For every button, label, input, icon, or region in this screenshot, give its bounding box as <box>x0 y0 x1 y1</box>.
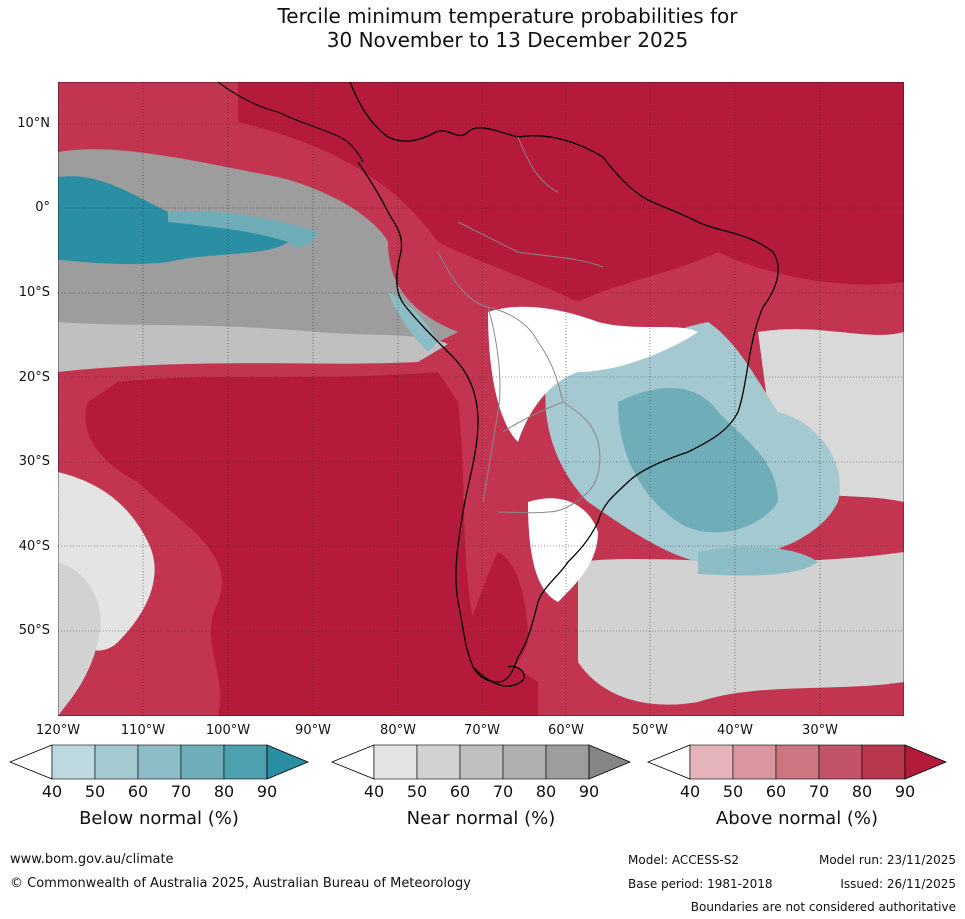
near-tick-80: 80 <box>535 782 557 801</box>
lat-label-0: 0° <box>35 200 50 215</box>
above-tick-90: 90 <box>894 782 916 801</box>
lon-label-110w: 110°W <box>120 723 166 738</box>
near-normal-southwest <box>58 562 101 716</box>
above-max-triangle <box>904 744 948 780</box>
title-line-2: 30 November to 13 December 2025 <box>326 28 689 52</box>
below-normal-atlantic-band <box>698 546 818 576</box>
base-period: Base period: 1981-2018 <box>628 877 773 891</box>
lon-label-50w: 50°W <box>632 723 668 738</box>
copyright-text: © Commonwealth of Australia 2025, Austra… <box>10 876 471 891</box>
below-tick-50: 50 <box>84 782 106 801</box>
above-min-triangle <box>646 744 691 780</box>
below-swatch-1 <box>51 744 96 780</box>
colorbar-below-normal <box>8 744 310 780</box>
below-swatch-2 <box>94 744 139 780</box>
below-max-triangle <box>266 744 310 780</box>
below-tick-40: 40 <box>41 782 63 801</box>
near-tick-40: 40 <box>363 782 385 801</box>
lat-label-10n: 10°N <box>17 116 50 131</box>
below-swatch-3 <box>137 744 182 780</box>
central-america-coastline <box>217 82 364 163</box>
lon-label-30w: 30°W <box>802 723 838 738</box>
colorbar-above-normal <box>646 744 948 780</box>
issued-date: Issued: 26/11/2025 <box>840 877 956 891</box>
below-tick-80: 80 <box>213 782 235 801</box>
lat-label-10s: 10°S <box>18 285 50 300</box>
above-tick-80: 80 <box>851 782 873 801</box>
near-swatch-3 <box>459 744 504 780</box>
near-swatch-2 <box>416 744 461 780</box>
colorbar-near-normal <box>330 744 632 780</box>
below-normal-peru <box>388 292 438 352</box>
below-swatch-5 <box>223 744 268 780</box>
near-normal-south-atlantic <box>578 552 904 705</box>
below-min-triangle <box>8 744 53 780</box>
above-tick-70: 70 <box>808 782 830 801</box>
near-swatch-5 <box>545 744 590 780</box>
above-swatch-4 <box>818 744 863 780</box>
above-tick-40: 40 <box>679 782 701 801</box>
near-swatch-1 <box>373 744 418 780</box>
near-normal-pacific-light <box>58 322 448 372</box>
below-tick-70: 70 <box>170 782 192 801</box>
below-tick-60: 60 <box>127 782 149 801</box>
above-swatch-5 <box>861 744 906 780</box>
above-normal-north-core <box>238 82 904 302</box>
no-signal-plata <box>528 498 598 602</box>
lon-label-70w: 70°W <box>464 723 500 738</box>
below-normal-pacific-edge <box>168 211 318 248</box>
lon-label-120w: 120°W <box>35 723 81 738</box>
near-tick-50: 50 <box>406 782 428 801</box>
lon-label-60w: 60°W <box>548 723 584 738</box>
tierra-del-fuego <box>472 665 525 687</box>
probability-map <box>58 82 904 716</box>
near-tick-70: 70 <box>492 782 514 801</box>
lat-label-20s: 20°S <box>18 370 50 385</box>
below-swatch-4 <box>180 744 225 780</box>
no-signal-central <box>488 306 698 442</box>
model-name: Model: ACCESS-S2 <box>628 853 740 867</box>
below-normal-brazil-core <box>618 388 778 533</box>
near-normal-title: Near normal (%) <box>406 808 556 829</box>
near-swatch-4 <box>502 744 547 780</box>
above-normal-patagonia <box>463 552 528 682</box>
map-title: Tercile minimum temperature probabilitie… <box>0 4 965 52</box>
lat-label-50s: 50°S <box>18 623 50 638</box>
model-run-date: Model run: 23/11/2025 <box>818 853 956 867</box>
near-tick-60: 60 <box>449 782 471 801</box>
near-tick-90: 90 <box>578 782 600 801</box>
above-tick-50: 50 <box>722 782 744 801</box>
above-normal-pacific-core <box>85 372 538 716</box>
boundaries-disclaimer: Boundaries are not considered authoritat… <box>690 900 956 914</box>
above-swatch-2 <box>732 744 777 780</box>
lat-label-30s: 30°S <box>18 454 50 469</box>
country-borders <box>437 136 604 514</box>
lat-label-40s: 40°S <box>18 539 50 554</box>
near-max-triangle <box>588 744 632 780</box>
above-swatch-1 <box>689 744 734 780</box>
lon-label-90w: 90°W <box>295 723 331 738</box>
above-tick-60: 60 <box>765 782 787 801</box>
lon-label-80w: 80°W <box>380 723 416 738</box>
below-normal-title: Below normal (%) <box>79 808 239 829</box>
title-line-1: Tercile minimum temperature probabilitie… <box>277 4 738 28</box>
above-swatch-3 <box>775 744 820 780</box>
lon-label-100w: 100°W <box>205 723 251 738</box>
above-normal-title: Above normal (%) <box>715 808 879 829</box>
near-min-triangle <box>330 744 375 780</box>
graticule <box>58 82 904 716</box>
bom-climate-link[interactable]: www.bom.gov.au/climate <box>10 852 174 867</box>
south-america-coastline <box>349 82 779 683</box>
below-tick-90: 90 <box>256 782 278 801</box>
lon-label-40w: 40°W <box>717 723 753 738</box>
